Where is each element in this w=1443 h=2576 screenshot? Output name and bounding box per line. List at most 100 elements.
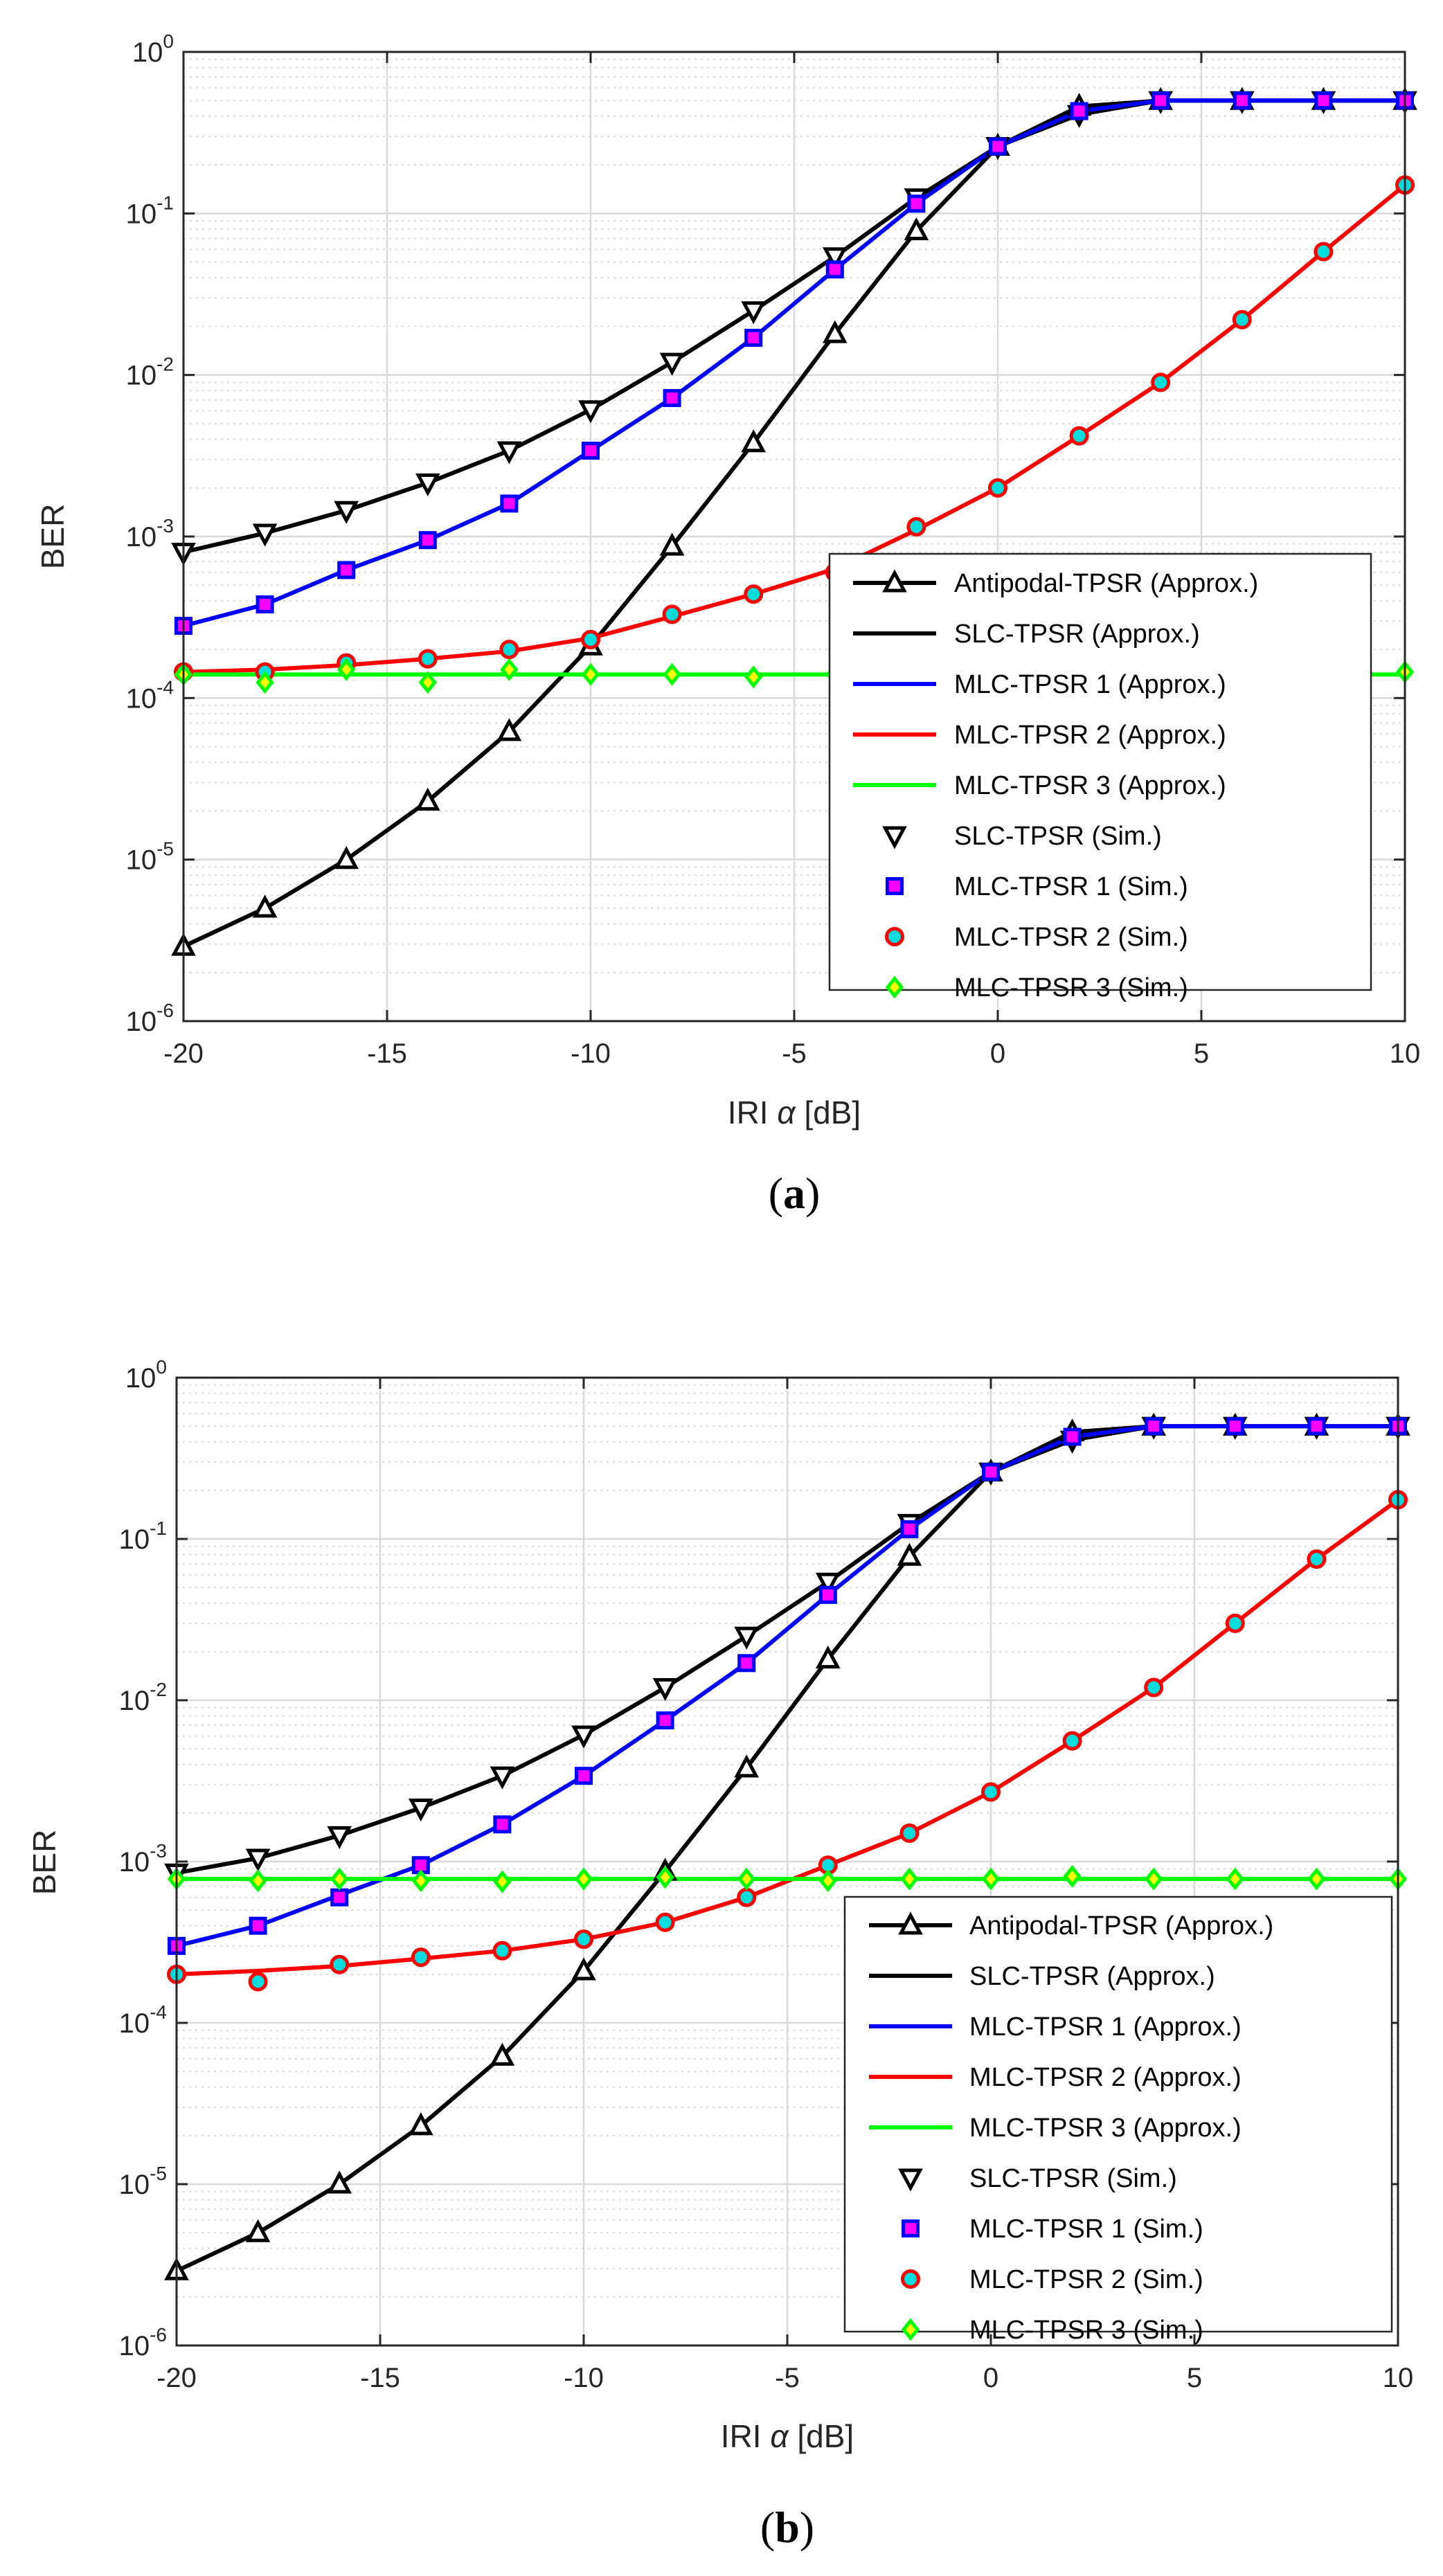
data-point-mlc1_sim <box>900 1520 919 1538</box>
data-point-mlc1_sim <box>418 531 437 550</box>
x-tick-label: -5 <box>775 2363 800 2393</box>
data-point-antipodal <box>734 1754 760 1778</box>
data-point-mlc3_sim <box>330 1867 349 1891</box>
legend-marker-slc_sim <box>898 2168 923 2192</box>
y-axis-label-a: BER <box>35 504 71 570</box>
data-point-mlc2_sim <box>737 1887 757 1907</box>
y-axis-label-b: BER <box>26 1830 62 1895</box>
data-point-mlc2_sim <box>1069 426 1089 446</box>
y-tick-label: 10-5 <box>126 838 174 876</box>
data-point-slc_sim <box>659 352 685 376</box>
x-tick-label: -15 <box>367 1038 407 1069</box>
legend-b: Antipodal-TPSR (Approx.) SLC-TPSR (Approx… <box>843 1895 1393 2345</box>
legend-label-mlc2_sim: MLC-TPSR 2 (Sim.) <box>969 2265 1203 2294</box>
data-point-mlc2_sim <box>981 1782 1001 1802</box>
data-point-mlc1_sim <box>1226 1417 1244 1436</box>
y-tick-label: 10-6 <box>119 2324 167 2361</box>
data-point-mlc1_sim <box>1070 102 1088 120</box>
data-point-mlc3_sim <box>900 1867 919 1891</box>
data-point-slc_sim <box>252 523 278 547</box>
data-point-antipodal <box>408 2112 433 2136</box>
legend-marker-slc_sim <box>882 826 907 849</box>
data-point-mlc3_sim <box>493 1870 512 1893</box>
series-line-mlc2_line <box>176 1497 1399 1976</box>
legend-label-mlc3_line: MLC-TPSR 3 (Approx.) <box>954 771 1226 800</box>
data-point-mlc1_sim <box>656 1711 674 1730</box>
data-point-mlc2_sim <box>744 584 764 604</box>
data-point-mlc2_sim <box>1225 1613 1245 1633</box>
data-point-mlc1_sim <box>737 1654 756 1673</box>
data-point-mlc1_sim <box>493 1815 512 1834</box>
data-point-mlc2_sim <box>899 1823 920 1843</box>
legend-label-antipodal: Antipodal-TPSR (Approx.) <box>969 1911 1273 1940</box>
data-point-mlc3_sim <box>256 671 274 694</box>
data-point-slc_sim <box>408 1798 433 1822</box>
legend-marker-mlc1_sim <box>886 877 904 895</box>
data-point-mlc1_sim <box>1314 91 1333 110</box>
data-point-mlc3_sim <box>744 665 763 689</box>
data-point-mlc1_sim <box>1233 91 1251 110</box>
x-tick-label: -20 <box>163 1038 204 1069</box>
series-line-mlc2_line <box>183 183 1406 674</box>
legend-box-a <box>828 552 1372 991</box>
data-point-mlc2_sim <box>1232 309 1252 330</box>
data-point-mlc2_sim <box>418 649 438 669</box>
data-point-mlc2_sim <box>906 516 926 537</box>
data-point-slc_sim <box>490 1766 515 1790</box>
data-point-mlc1_sim <box>744 328 763 347</box>
legend-label-slc_line: SLC-TPSR (Approx.) <box>969 1962 1215 1991</box>
data-point-mlc1_sim <box>907 195 926 213</box>
data-point-mlc3_sim <box>818 1869 838 1893</box>
legend-label-slc_line: SLC-TPSR (Approx.) <box>954 620 1200 649</box>
data-point-mlc1_sim <box>1063 1427 1082 1446</box>
legend-marker-mlc2_sim <box>901 2269 920 2289</box>
data-point-mlc2_sim <box>492 1940 512 1961</box>
data-point-slc_sim <box>245 1848 271 1872</box>
y-tick-label: 10-5 <box>119 2163 167 2200</box>
data-point-mlc3_sim <box>249 1869 267 1893</box>
legend-label-mlc1_line: MLC-TPSR 1 (Approx.) <box>969 2012 1242 2042</box>
data-point-mlc2_sim <box>988 478 1007 498</box>
data-point-antipodal <box>245 2219 271 2242</box>
chart-panel-b: -20 -15 -10 -5 0 5 10 100 10-1 10-2 10-3 10-4 10-5 10… <box>26 1356 1413 2552</box>
series-line-mlc1_line <box>183 98 1405 628</box>
data-point-slc_sim <box>334 501 359 524</box>
legend-marker-mlc1_sim <box>902 2219 920 2237</box>
data-point-mlc1_sim <box>663 388 681 407</box>
data-point-mlc1_sim <box>989 137 1007 156</box>
data-point-mlc1_sim <box>1307 1417 1326 1436</box>
data-point-antipodal <box>490 2042 515 2066</box>
caption-b: (b) <box>760 2503 814 2552</box>
data-point-mlc2_sim <box>1151 372 1171 393</box>
data-point-mlc1_sim <box>575 1767 593 1785</box>
data-point-mlc1_sim <box>818 1585 837 1604</box>
legend-a: Antipodal-TPSR (Approx.) SLC-TPSR (Approx… <box>828 552 1372 1002</box>
legend-box-b <box>843 1895 1393 2333</box>
data-point-antipodal <box>659 532 685 556</box>
legend-marker-antipodal <box>898 1911 923 1935</box>
data-point-antipodal <box>334 846 359 870</box>
y-tick-label: 10-6 <box>126 1000 174 1037</box>
data-point-mlc3_sim <box>418 671 438 694</box>
alpha-symbol-a: α <box>777 1095 796 1131</box>
data-point-slc_sim <box>415 473 440 497</box>
data-point-slc_sim <box>734 1626 760 1650</box>
data-point-antipodal <box>741 429 767 453</box>
legend-label-mlc3_sim: MLC-TPSR 3 (Sim.) <box>954 973 1188 1002</box>
data-point-mlc2_sim <box>1307 1549 1327 1569</box>
data-point-mlc2_sim <box>411 1947 431 1967</box>
y-tick-label: 10-3 <box>126 515 174 552</box>
data-point-slc_sim <box>741 301 767 325</box>
legend-label-mlc2_sim: MLC-TPSR 2 (Sim.) <box>954 923 1188 952</box>
data-point-mlc3_sim <box>500 658 519 681</box>
data-point-mlc3_sim <box>411 1869 431 1893</box>
data-point-mlc3_sim <box>581 663 600 686</box>
data-point-mlc2_sim <box>662 604 682 624</box>
x-tick-label: -10 <box>571 1038 611 1069</box>
data-point-mlc2_sim <box>1314 242 1334 262</box>
data-point-slc_sim <box>652 1678 678 1702</box>
x-tick-label: -5 <box>782 1038 807 1069</box>
data-point-slc_sim <box>815 1572 841 1596</box>
data-point-mlc1_sim <box>337 561 356 579</box>
